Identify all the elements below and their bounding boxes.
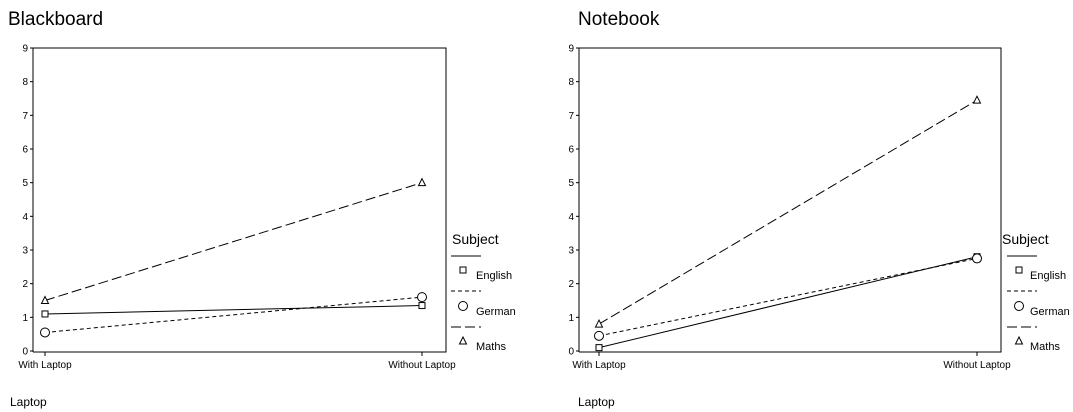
- y-tick-label: 3: [22, 246, 28, 257]
- legend-marker-german: [458, 301, 468, 311]
- x-tick-label: Without Laptop: [388, 360, 456, 371]
- series-line-german: [598, 257, 978, 337]
- legend-label-maths: Maths: [1030, 341, 1060, 353]
- x-axis-title: Laptop: [10, 395, 47, 409]
- x-tick-label: Without Laptop: [943, 360, 1011, 371]
- y-tick-label: 9: [22, 44, 28, 55]
- data-point-german: [417, 292, 427, 303]
- legend-label-maths: Maths: [476, 341, 506, 353]
- legend-label-german: German: [476, 306, 516, 318]
- series-line-maths: [44, 182, 423, 301]
- chart-title: Notebook: [578, 9, 660, 30]
- y-tick-label: 1: [22, 313, 28, 324]
- data-point-maths: [972, 95, 982, 104]
- legend-marker-english: [459, 266, 467, 274]
- x-axis-title: Laptop: [578, 395, 615, 409]
- data-point-maths: [417, 177, 427, 187]
- series-line-english: [598, 256, 978, 349]
- series-line-maths: [598, 99, 978, 325]
- y-tick-label: 0: [568, 347, 574, 358]
- y-tick-label: 5: [568, 178, 574, 189]
- series-line-english: [44, 305, 423, 315]
- data-point-maths: [594, 318, 604, 328]
- y-tick-label: 8: [568, 77, 574, 88]
- y-tick-label: 2: [22, 279, 28, 290]
- legend-title: Subject: [1002, 231, 1049, 247]
- y-tick-label: 7: [568, 111, 574, 122]
- y-tick-label: 4: [22, 212, 28, 223]
- data-point-maths: [40, 295, 50, 304]
- chart-title: Blackboard: [8, 9, 104, 30]
- x-tick-label: With Laptop: [572, 360, 626, 371]
- series-line-german: [44, 296, 423, 333]
- chart-panel-notebook: Notebook 0 1 2 3 4 5 6 7 8 9 With Laptop Without La…: [536, 0, 1073, 412]
- legend-marker-english: [1015, 266, 1023, 274]
- y-tick-label: 7: [22, 111, 28, 122]
- data-point-english: [41, 310, 49, 318]
- legend-marker-german: [1014, 301, 1024, 311]
- y-tick-label: 6: [22, 145, 28, 156]
- y-tick-label: 1: [568, 313, 574, 324]
- y-tick-label: 3: [568, 246, 574, 257]
- legend-label-english: English: [476, 270, 513, 282]
- legend-marker-maths: [1014, 335, 1024, 345]
- x-tick-label: With Laptop: [18, 360, 72, 371]
- data-point-german: [972, 253, 982, 264]
- data-point-english: [418, 302, 426, 310]
- y-tick-label: 5: [22, 178, 28, 189]
- legend-label-english: English: [1030, 270, 1067, 282]
- legend-label-german: German: [1030, 306, 1070, 318]
- plot-frame: [33, 47, 447, 353]
- y-tick-label: 6: [568, 145, 574, 156]
- legend-marker-maths: [458, 335, 468, 345]
- y-tick-label: 2: [568, 279, 574, 290]
- chart-panel-blackboard: Blackboard 0 1 2 3 4 5 6 7 8 9 With Laptop Without …: [0, 0, 536, 412]
- y-tick-label: 9: [568, 44, 574, 55]
- legend-title: Subject: [452, 231, 499, 247]
- y-tick-label: 0: [22, 347, 28, 358]
- plot-frame: [579, 47, 1002, 353]
- chart-plot-blackboard: 0 1 2 3 4 5 6 7 8 9 With Laptop Without Laptop: [18, 44, 481, 371]
- data-point-english: [595, 344, 603, 352]
- y-tick-label: 8: [22, 77, 28, 88]
- data-point-german: [40, 327, 50, 338]
- y-tick-label: 4: [568, 212, 574, 223]
- data-point-german: [594, 330, 604, 341]
- chart-plot-notebook: 0 1 2 3 4 5 6 7 8 9 With Laptop Without Laptop: [568, 44, 1037, 371]
